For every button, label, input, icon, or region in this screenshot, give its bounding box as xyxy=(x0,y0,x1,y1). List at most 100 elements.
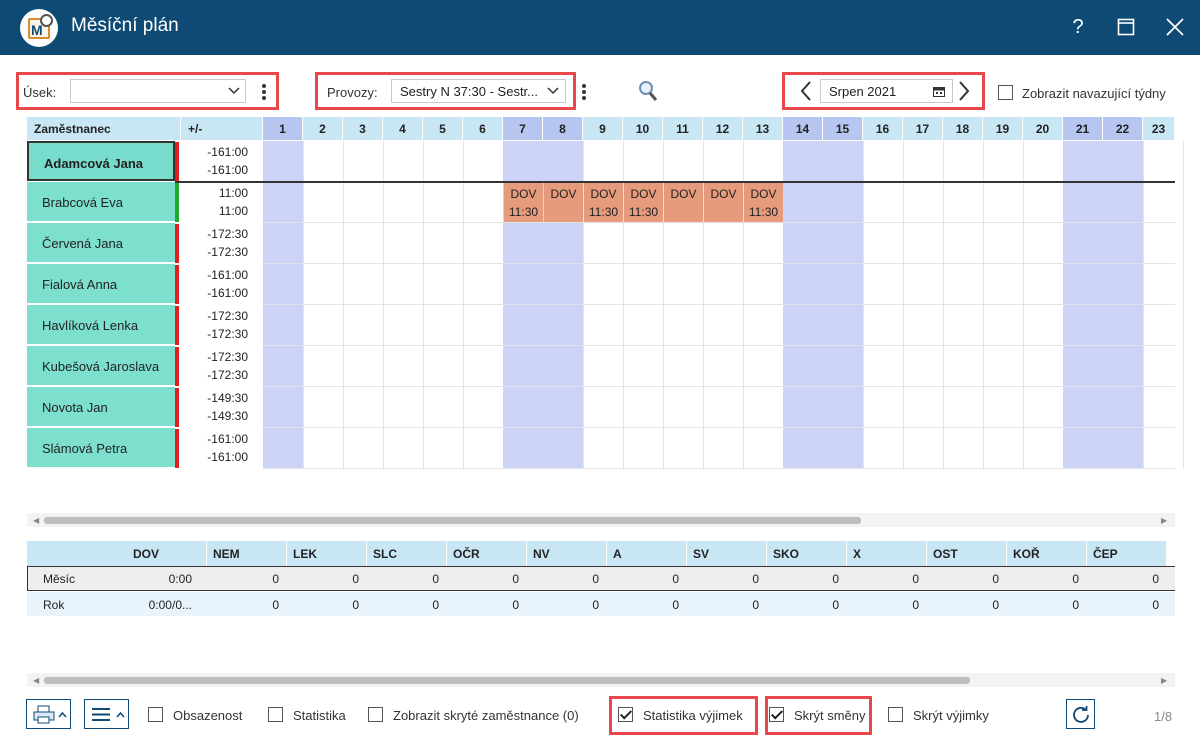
employee-name[interactable]: Červená Jana xyxy=(27,223,175,263)
shift-cell[interactable]: DOV xyxy=(664,183,703,222)
stats-col-header[interactable]: A xyxy=(607,541,687,566)
balance-value: -161:00 xyxy=(207,450,248,464)
selected-row-border xyxy=(175,181,1175,183)
usek-select[interactable] xyxy=(70,79,246,103)
balance-value: 11:00 xyxy=(218,204,248,218)
stats-col-header[interactable]: DOV xyxy=(127,541,207,566)
employee-name[interactable]: Kubešová Jaroslava xyxy=(27,346,175,386)
day-header[interactable]: 16 xyxy=(863,117,903,140)
refresh-button[interactable] xyxy=(1066,699,1095,729)
provozy-select[interactable]: Sestry N 37:30 - Sestr... xyxy=(391,79,566,103)
shift-code: DOV xyxy=(630,187,657,201)
stats-col-header[interactable]: ČEP xyxy=(1087,541,1167,566)
shift-time: 11:30 xyxy=(628,205,659,219)
shift-cell[interactable]: DOV 11:30 xyxy=(624,183,663,222)
stats-col-header[interactable]: SLC xyxy=(367,541,447,566)
shift-code: DOV xyxy=(670,187,697,201)
day-header[interactable]: 3 xyxy=(343,117,383,140)
print-button[interactable] xyxy=(26,699,71,729)
day-header[interactable]: 1 xyxy=(263,117,303,140)
day-header[interactable]: 21 xyxy=(1063,117,1103,140)
employee-name[interactable]: Adamcová Jana xyxy=(27,141,175,181)
day-header[interactable]: 23 xyxy=(1143,117,1175,140)
grid-line xyxy=(263,222,1175,223)
employee-name[interactable]: Novota Jan xyxy=(27,387,175,427)
stats-scroll-thumb[interactable] xyxy=(44,677,970,684)
help-icon[interactable]: ? xyxy=(1072,15,1084,38)
calendar-icon[interactable] xyxy=(933,86,945,97)
day-header[interactable]: 6 xyxy=(463,117,503,140)
statistika-vyjimek-checkbox[interactable] xyxy=(618,707,633,722)
day-header[interactable]: 11 xyxy=(663,117,703,140)
day-header[interactable]: 13 xyxy=(743,117,783,140)
menu-button[interactable] xyxy=(84,699,129,729)
chevron-down-icon[interactable] xyxy=(547,87,559,95)
grid-line xyxy=(263,304,1175,305)
stats-row-label: Měsíc xyxy=(43,572,76,586)
day-header[interactable]: 7 xyxy=(503,117,543,140)
scroll-right-icon[interactable]: ▶ xyxy=(1161,516,1168,525)
shift-cell[interactable]: DOV xyxy=(544,183,583,222)
scroll-right-icon[interactable]: ▶ xyxy=(1161,676,1168,685)
day-header[interactable]: 18 xyxy=(943,117,983,140)
search-icon[interactable] xyxy=(638,80,658,102)
maximize-icon[interactable] xyxy=(1110,12,1142,42)
stats-col-header[interactable]: X xyxy=(847,541,927,566)
scroll-left-icon[interactable]: ◀ xyxy=(33,516,40,525)
stats-col-header[interactable]: KOŘ xyxy=(1007,541,1087,566)
obsazenost-checkbox[interactable] xyxy=(148,707,163,722)
statistika-label: Statistika xyxy=(293,708,346,723)
employee-name[interactable]: Brabcová Eva xyxy=(27,182,175,222)
col-header-employee[interactable]: Zaměstnanec xyxy=(27,117,181,140)
col-header-balance[interactable]: +/- xyxy=(181,117,263,140)
close-icon[interactable] xyxy=(1159,12,1191,42)
statistika-checkbox[interactable] xyxy=(268,707,283,722)
employee-name[interactable]: Slámová Petra xyxy=(27,428,175,468)
stats-col-header[interactable]: LEK xyxy=(287,541,367,566)
day-header[interactable]: 5 xyxy=(423,117,463,140)
chevron-down-icon[interactable] xyxy=(228,87,240,95)
stats-row-label: Rok xyxy=(43,598,65,612)
day-header[interactable]: 14 xyxy=(783,117,823,140)
shift-cell[interactable]: DOV 11:30 xyxy=(744,183,783,222)
chevron-left-icon[interactable] xyxy=(800,81,812,101)
usek-label: Úsek: xyxy=(23,85,57,100)
day-header[interactable]: 10 xyxy=(623,117,663,140)
employee-name[interactable]: Havlíková Lenka xyxy=(27,305,175,345)
stats-col-header[interactable]: NEM xyxy=(207,541,287,566)
shift-cell[interactable]: DOV 11:30 xyxy=(584,183,623,222)
shift-cell[interactable]: DOV xyxy=(704,183,743,222)
scroll-left-icon[interactable]: ◀ xyxy=(33,676,40,685)
day-header[interactable]: 9 xyxy=(583,117,623,140)
plan-scroll-thumb[interactable] xyxy=(44,517,861,524)
day-header[interactable]: 22 xyxy=(1103,117,1143,140)
status-indicator xyxy=(175,224,179,263)
day-header[interactable]: 8 xyxy=(543,117,583,140)
chevron-up-icon xyxy=(58,712,67,718)
day-header[interactable]: 15 xyxy=(823,117,863,140)
following-weeks-checkbox[interactable] xyxy=(998,85,1013,100)
employee-name[interactable]: Fialová Anna xyxy=(27,264,175,304)
balance-value: -149:30 xyxy=(207,391,248,405)
shift-cell[interactable]: DOV 11:30 xyxy=(504,183,543,222)
stats-row-year[interactable] xyxy=(27,592,1175,616)
day-header[interactable]: 4 xyxy=(383,117,423,140)
provozy-menu-icon[interactable] xyxy=(581,84,587,102)
day-header[interactable]: 17 xyxy=(903,117,943,140)
skryt-vyjimky-checkbox[interactable] xyxy=(888,707,903,722)
hidden-employees-checkbox[interactable] xyxy=(368,707,383,722)
stats-col-header[interactable]: SKO xyxy=(767,541,847,566)
month-picker[interactable]: Srpen 2021 xyxy=(820,79,953,103)
stats-col-header[interactable]: OST xyxy=(927,541,1007,566)
usek-menu-icon[interactable] xyxy=(261,84,267,102)
day-header[interactable]: 20 xyxy=(1023,117,1063,140)
stats-col-header[interactable]: NV xyxy=(527,541,607,566)
stats-row-month[interactable] xyxy=(27,566,1175,591)
stats-col-header[interactable]: OČR xyxy=(447,541,527,566)
skryt-smeny-checkbox[interactable] xyxy=(769,707,784,722)
stats-col-header[interactable]: SV xyxy=(687,541,767,566)
day-header[interactable]: 2 xyxy=(303,117,343,140)
day-header[interactable]: 19 xyxy=(983,117,1023,140)
chevron-right-icon[interactable] xyxy=(958,81,970,101)
day-header[interactable]: 12 xyxy=(703,117,743,140)
